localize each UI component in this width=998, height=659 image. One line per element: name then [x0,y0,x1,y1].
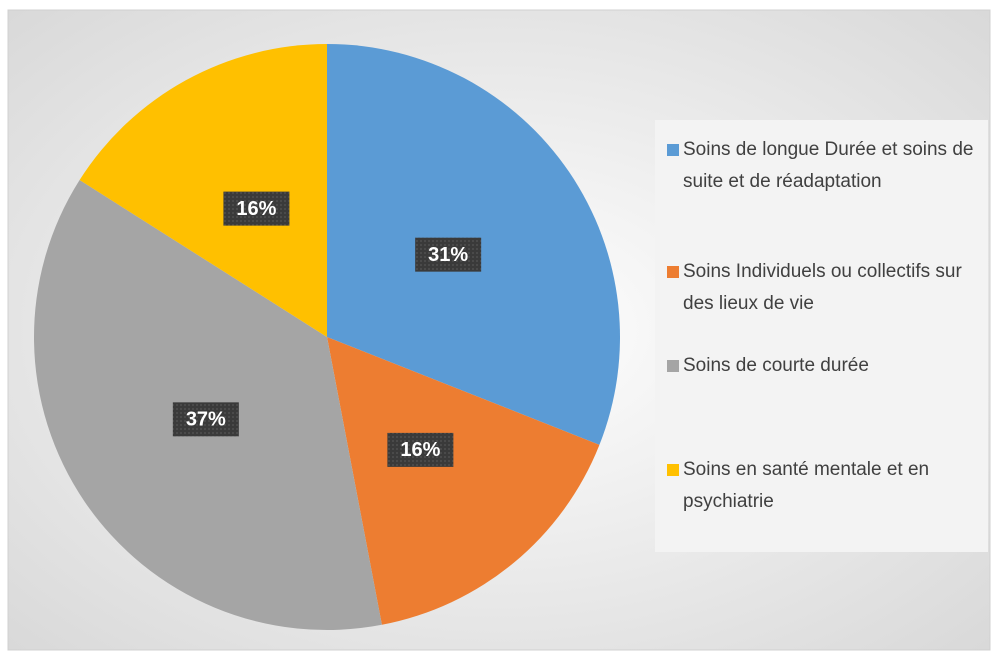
pie-slice [79,43,328,337]
data-label-box [415,237,482,272]
legend-entry: Soins de longue Durée et soins de suite … [663,134,983,198]
data-label-box [387,432,454,467]
legend-label: Soins de courte durée [683,355,869,376]
pie: 31% 16% 37% 16% [33,43,620,631]
data-label-box [223,191,290,226]
legend-swatch [667,266,679,278]
data-label: 37% [186,409,226,431]
pie-slice [327,337,600,625]
legend-label: Soins Individuels ou collectifs sur des … [683,261,962,314]
legend-label: Soins en santé mentale et en psychiatrie [683,459,930,512]
legend: Soins de longue Durée et soins de suite … [655,120,988,552]
data-label: 16% [400,439,440,461]
legend-swatch [667,464,679,476]
data-label: 31% [428,244,468,266]
legend-entry: Soins Individuels ou collectifs sur des … [663,256,983,320]
legend-label: Soins de longue Durée et soins de suite … [683,139,974,192]
data-label-box [172,402,239,437]
legend-swatch [667,144,679,156]
legend-entry: Soins en santé mentale et en psychiatrie [663,454,983,518]
legend-swatch [667,360,679,372]
legend-entry: Soins de courte durée [663,350,983,382]
data-label: 16% [236,198,276,220]
